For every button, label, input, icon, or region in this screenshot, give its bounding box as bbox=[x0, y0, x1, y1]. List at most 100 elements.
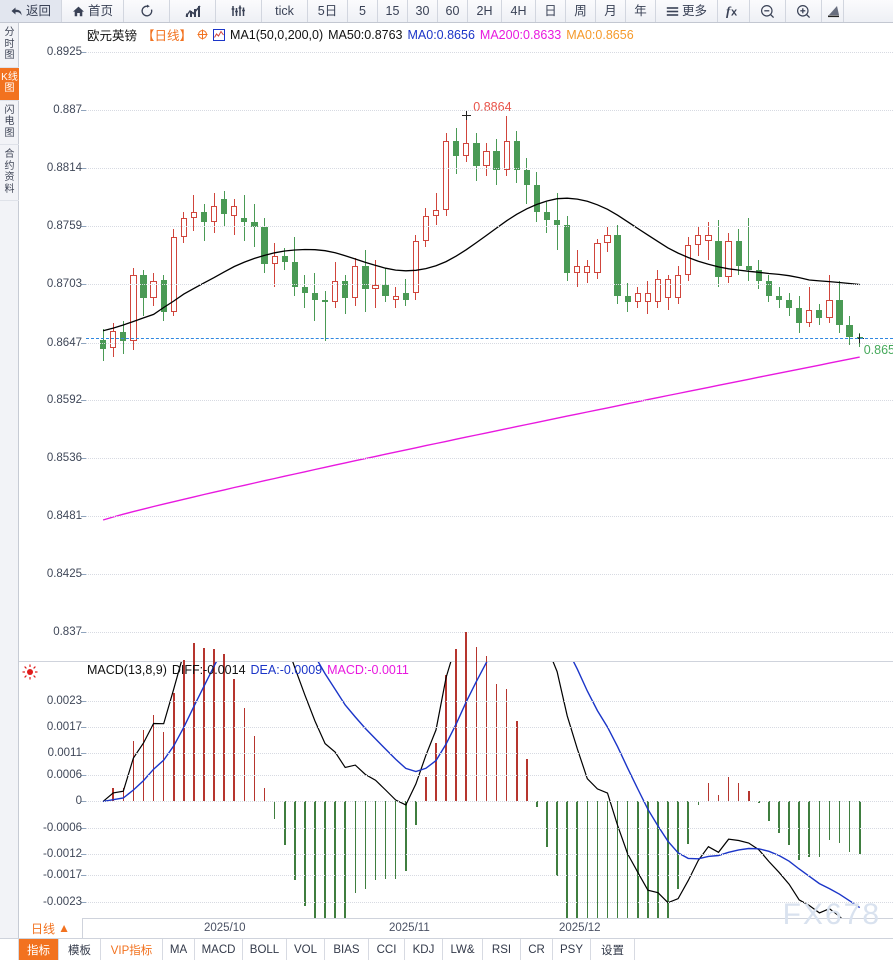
zoom-out-button[interactable] bbox=[750, 0, 786, 22]
macd-histogram-bar bbox=[142, 729, 145, 802]
candle-wick bbox=[233, 199, 235, 235]
bottom-item-kdj[interactable]: KDJ bbox=[405, 939, 443, 960]
macd-histogram-bar bbox=[788, 801, 790, 846]
candle-body bbox=[816, 310, 823, 319]
period-2h-button[interactable]: 2H bbox=[468, 0, 502, 22]
candle-body bbox=[755, 270, 762, 281]
period-selector-label: 日线 bbox=[31, 921, 56, 936]
zoom-in-button[interactable] bbox=[786, 0, 822, 22]
candle-body bbox=[402, 293, 409, 300]
bottom-item-label: CCI bbox=[376, 943, 397, 956]
price-y-tick-label: 0.8592 bbox=[46, 393, 82, 406]
bottom-item-bias[interactable]: BIAS bbox=[325, 939, 369, 960]
bottom-item-vip[interactable]: VIP指标 bbox=[101, 939, 163, 960]
tick-button[interactable]: tick bbox=[262, 0, 308, 22]
candle-body bbox=[352, 266, 359, 298]
ma0-orange-value: MA0:0.8656 bbox=[566, 27, 634, 42]
mini-chart-icon[interactable] bbox=[213, 28, 226, 41]
sidebar-item-lightning[interactable]: 闪电图 bbox=[0, 101, 19, 145]
drawing-tool-button[interactable] bbox=[822, 0, 844, 22]
period-4h-button[interactable]: 4H bbox=[502, 0, 536, 22]
x-axis[interactable]: 2025/10 2025/11 2025/12 bbox=[19, 918, 893, 938]
macd-histogram-bar bbox=[263, 788, 266, 802]
price-tick-mark bbox=[81, 399, 86, 401]
back-button[interactable]: 返回 bbox=[0, 0, 62, 22]
price-chart-panel[interactable]: 0.8925 0.887 0.8814 0.8759 0.8703 0.8647 0.859… bbox=[19, 23, 893, 661]
macd-diff-value: DIFF:-0.0014 bbox=[171, 663, 246, 677]
macd-histogram-bar bbox=[778, 801, 780, 834]
period-selector-button[interactable]: 日线 ▲ bbox=[19, 918, 83, 938]
period-30min-button[interactable]: 30 bbox=[408, 0, 438, 22]
macd-histogram-bar bbox=[747, 790, 750, 802]
bottom-item-boll[interactable]: BOLL bbox=[243, 939, 287, 960]
period-week-button[interactable]: 周 bbox=[566, 0, 596, 22]
candle-body bbox=[271, 255, 278, 265]
candle-wick bbox=[435, 193, 437, 225]
price-gridline bbox=[86, 109, 893, 111]
price-gridline bbox=[86, 399, 893, 401]
macd-gridline bbox=[86, 827, 893, 829]
sidebar-item-kline[interactable]: K线图 bbox=[0, 67, 19, 101]
brightness-sun-icon[interactable] bbox=[22, 664, 38, 680]
candle-body bbox=[654, 278, 662, 302]
home-button[interactable]: 首页 bbox=[62, 0, 124, 22]
crosshair-target-icon[interactable] bbox=[197, 29, 208, 40]
period-5day-button[interactable]: 5日 bbox=[308, 0, 348, 22]
bottom-item-psy[interactable]: PSY bbox=[553, 939, 591, 960]
bottom-item-settings[interactable]: 设置 bbox=[591, 939, 635, 960]
bottom-item-cci[interactable]: CCI bbox=[369, 939, 405, 960]
candle-body bbox=[836, 299, 843, 325]
bottom-item-template[interactable]: 模板 bbox=[59, 939, 101, 960]
macd-histogram-bar bbox=[425, 776, 427, 802]
period-day-button[interactable]: 日 bbox=[536, 0, 566, 22]
macd-plot-area[interactable] bbox=[86, 632, 893, 960]
bottom-item-ma[interactable]: MA bbox=[163, 939, 195, 960]
macd-histogram-bar bbox=[283, 801, 286, 845]
bottom-item-cr[interactable]: CR bbox=[521, 939, 553, 960]
price-gridline bbox=[86, 52, 893, 54]
fx678-watermark: FX678 bbox=[782, 898, 881, 931]
period-year-button[interactable]: 年 bbox=[626, 0, 656, 22]
toolbar-item-label: 2H bbox=[476, 3, 493, 18]
more-button[interactable]: 更多 bbox=[656, 0, 718, 22]
price-y-axis[interactable]: 0.8925 0.887 0.8814 0.8759 0.8703 0.8647 0.859… bbox=[19, 23, 86, 661]
chart-type-button[interactable] bbox=[170, 0, 216, 22]
period-15min-button[interactable]: 15 bbox=[378, 0, 408, 22]
candle-body bbox=[231, 205, 238, 217]
toolbar-item-label: 更多 bbox=[681, 3, 707, 18]
macd-histogram-bar bbox=[667, 801, 669, 919]
candle-body bbox=[422, 216, 430, 242]
macd-chart-panel[interactable]: 0.0023 0.0017 0.0011 0.0006 0 -0.0006 -0.0012 -… bbox=[19, 632, 893, 960]
macd-histogram-bar bbox=[606, 801, 609, 927]
candle-body bbox=[362, 266, 369, 290]
macd-y-axis[interactable]: 0.0023 0.0017 0.0011 0.0006 0 -0.0006 -0.0012 -… bbox=[19, 662, 86, 918]
candle-body bbox=[725, 241, 732, 277]
bottom-item-indicator[interactable]: 指标 bbox=[19, 939, 59, 960]
bottom-item-macd[interactable]: MACD bbox=[195, 939, 243, 960]
bottom-item-vol[interactable]: VOL bbox=[287, 939, 325, 960]
sidebar-item-timeline[interactable]: 分时图 bbox=[0, 23, 19, 68]
indicator-button[interactable] bbox=[216, 0, 262, 22]
toolbar-item-label: 年 bbox=[634, 3, 647, 18]
price-tick-mark bbox=[81, 168, 86, 170]
macd-histogram-bar bbox=[495, 684, 498, 802]
macd-histogram-bar bbox=[273, 801, 276, 819]
macd-histogram-bar bbox=[808, 801, 811, 857]
bottom-item-rsi[interactable]: RSI bbox=[483, 939, 521, 960]
period-month-button[interactable]: 月 bbox=[596, 0, 626, 22]
candle-body bbox=[241, 218, 248, 223]
macd-histogram-bar bbox=[576, 801, 579, 953]
price-plot-area[interactable]: 0.8864 0.8651 bbox=[86, 23, 893, 661]
macd-histogram-bar bbox=[475, 647, 478, 802]
bottom-item-lwr[interactable]: LW& bbox=[443, 939, 483, 960]
macd-histogram-bar bbox=[526, 758, 528, 802]
candle-body bbox=[321, 299, 329, 302]
refresh-button[interactable] bbox=[124, 0, 170, 22]
macd-y-tick-label: 0.0017 bbox=[46, 721, 82, 734]
toolbar-item-label: 月 bbox=[604, 3, 617, 18]
period-60min-button[interactable]: 60 bbox=[438, 0, 468, 22]
candle-body bbox=[735, 241, 742, 267]
period-5min-button[interactable]: 5 bbox=[348, 0, 378, 22]
sidebar-item-contract-info[interactable]: 合约资料 bbox=[0, 145, 19, 201]
